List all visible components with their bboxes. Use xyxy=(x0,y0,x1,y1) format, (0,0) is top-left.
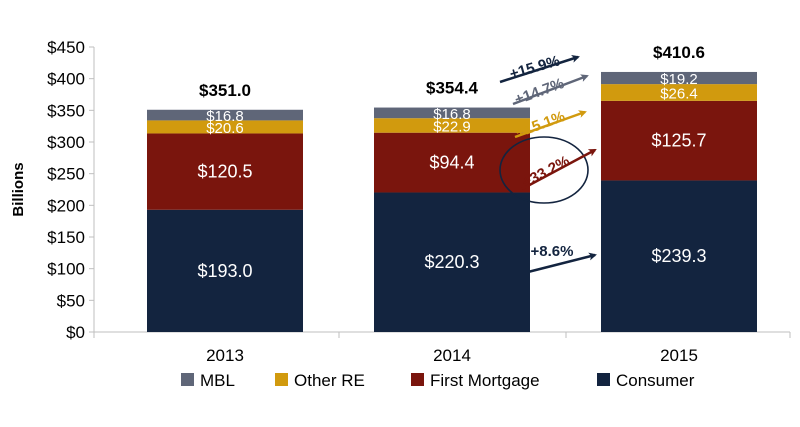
data-label-other-re-2014: $22.9 xyxy=(433,118,471,135)
y-tick-label: $100 xyxy=(47,260,85,279)
legend-label-other-re: Other RE xyxy=(294,371,365,390)
growth-arrow-other-re xyxy=(514,110,587,139)
x-tick-label-2015: 2015 xyxy=(660,346,698,365)
growth-arrow-total xyxy=(499,55,580,84)
data-label-first-mortgage-2015: $125.7 xyxy=(651,131,706,151)
bar-consumer-2015 xyxy=(601,180,757,332)
growth-arrow-first-mortgage xyxy=(521,148,597,191)
growth-arrow-mbl xyxy=(512,74,589,106)
bar-first-mortgage-2013 xyxy=(147,133,303,210)
bar-other-re-2013 xyxy=(147,120,303,134)
data-label-mbl-2014: $16.8 xyxy=(433,106,471,123)
legend-label-mbl: MBL xyxy=(200,371,235,390)
data-label-consumer-2013: $193.0 xyxy=(197,261,252,281)
total-label-2014: $354.4 xyxy=(426,79,479,98)
data-label-consumer-2014: $220.3 xyxy=(424,252,479,272)
y-tick-label: $450 xyxy=(47,38,85,57)
total-label-2013: $351.0 xyxy=(199,81,251,100)
growth-arrow-consumer xyxy=(527,252,597,274)
y-tick-label: $200 xyxy=(47,196,85,215)
bar-consumer-2013 xyxy=(147,209,303,332)
data-label-mbl-2013: $16.8 xyxy=(206,108,244,125)
y-tick-label: $350 xyxy=(47,101,85,120)
bar-mbl-2014 xyxy=(374,107,530,119)
bar-mbl-2013 xyxy=(147,109,303,121)
x-tick-label-2013: 2013 xyxy=(206,346,244,365)
y-tick-label: $250 xyxy=(47,165,85,184)
y-tick-label: $300 xyxy=(47,133,85,152)
bar-mbl-2015 xyxy=(601,71,757,85)
data-label-first-mortgage-2014: $94.4 xyxy=(429,153,474,173)
bar-first-mortgage-2015 xyxy=(601,100,757,181)
legend-swatch-other-re xyxy=(275,373,288,386)
legend-swatch-mbl xyxy=(181,373,194,386)
legend-swatch-consumer xyxy=(597,373,610,386)
x-tick-label-2014: 2014 xyxy=(433,346,471,365)
y-tick-label: $0 xyxy=(66,323,85,342)
bar-other-re-2015 xyxy=(601,84,757,101)
legend-swatch-first-mortgage xyxy=(411,373,424,386)
y-tick-label: $50 xyxy=(57,291,85,310)
bar-other-re-2014 xyxy=(374,118,530,133)
growth-label-consumer: +8.6% xyxy=(531,243,574,260)
y-tick-label: $150 xyxy=(47,228,85,247)
legend-label-first-mortgage: First Mortgage xyxy=(430,371,540,390)
data-label-other-re-2013: $20.6 xyxy=(206,120,244,137)
y-tick-label: $400 xyxy=(47,70,85,89)
legend-label-consumer: Consumer xyxy=(616,371,695,390)
data-label-first-mortgage-2013: $120.5 xyxy=(197,162,252,182)
y-axis-title: Billions xyxy=(10,162,27,216)
bar-consumer-2014 xyxy=(374,192,530,332)
annotation-circle-first-mortgage xyxy=(499,136,589,204)
data-label-mbl-2015: $19.2 xyxy=(660,71,698,88)
data-label-consumer-2015: $239.3 xyxy=(651,246,706,266)
total-label-2015: $410.6 xyxy=(653,43,705,62)
data-label-other-re-2015: $26.4 xyxy=(660,85,698,102)
